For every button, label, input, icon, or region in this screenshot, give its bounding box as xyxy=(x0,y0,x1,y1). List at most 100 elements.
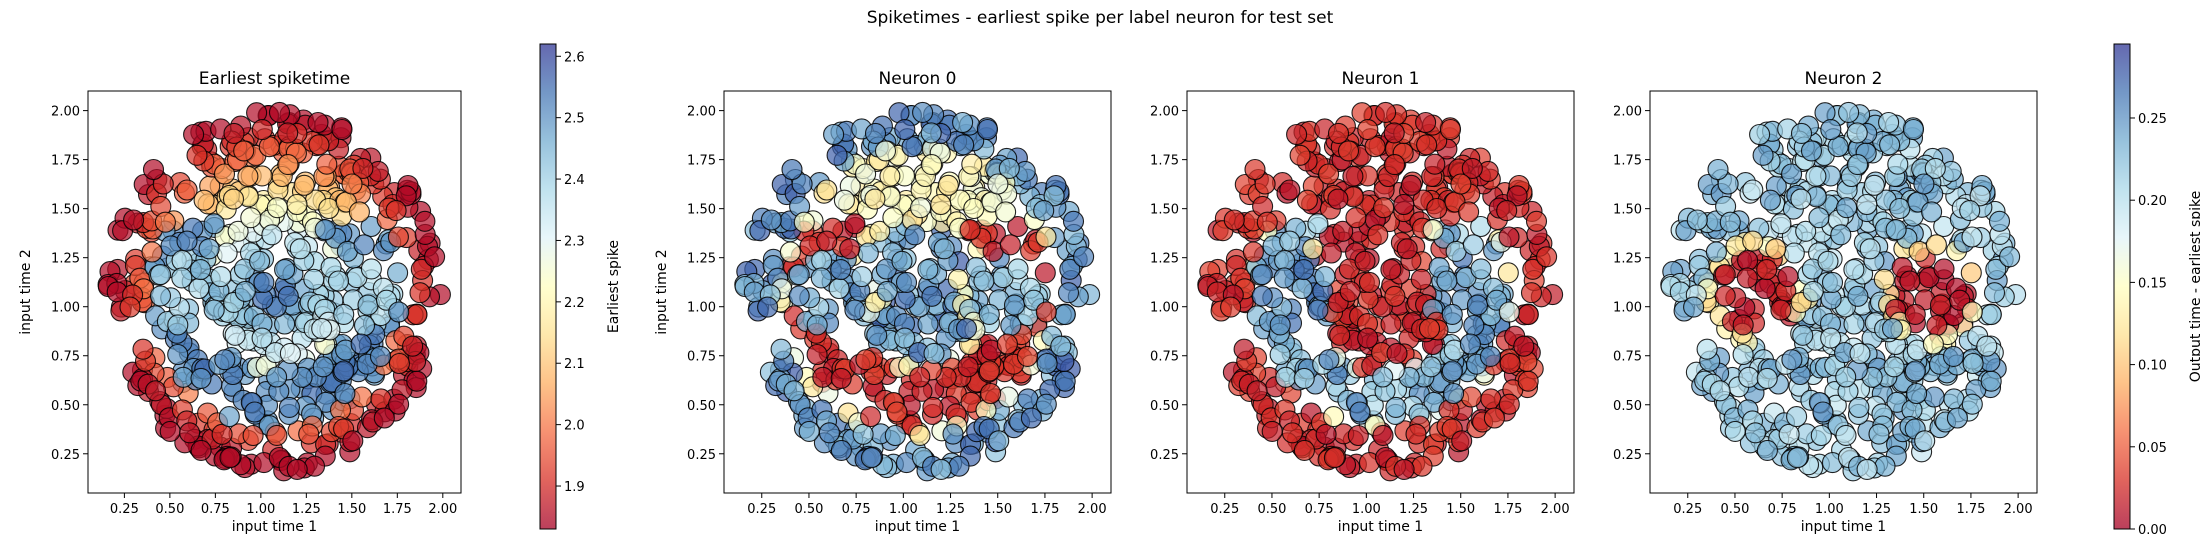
scatter-point xyxy=(1256,211,1278,233)
scatter-point xyxy=(1848,396,1870,418)
scatter-point xyxy=(1323,447,1345,469)
x-tick-label: 0.50 xyxy=(1720,502,1749,517)
scatter-point xyxy=(353,314,376,337)
scatter-point xyxy=(279,342,301,364)
scatter-point xyxy=(240,207,262,229)
scatter-point xyxy=(942,423,964,445)
scatter-point xyxy=(274,259,296,281)
scatter-point xyxy=(1384,285,1406,307)
scatter-point xyxy=(882,207,904,229)
scatter-point xyxy=(1709,380,1731,402)
scatter-point xyxy=(760,209,782,231)
y-tick-label: 1.00 xyxy=(51,301,80,316)
scatter-point xyxy=(1736,267,1758,289)
scatter-point xyxy=(410,258,432,280)
scatter-point xyxy=(1961,226,1983,248)
scatter-point xyxy=(132,338,154,360)
scatter-point xyxy=(1969,185,1991,207)
scatter-point xyxy=(1327,188,1349,210)
scatter-point xyxy=(1462,234,1484,256)
x-tick-label: 1.25 xyxy=(292,502,321,517)
scatter-point xyxy=(948,455,970,477)
colorbar-tick-label: 2.1 xyxy=(564,357,585,372)
scatter-point xyxy=(176,230,198,252)
scatter-point xyxy=(1926,314,1948,337)
scatter-point xyxy=(154,211,176,233)
axes-frame xyxy=(87,90,462,494)
scatter-point xyxy=(839,238,861,260)
scatter-point xyxy=(218,406,240,428)
figure-suptitle: Spiketimes - earliest spike per label ne… xyxy=(867,8,1334,28)
scatter-point xyxy=(779,241,801,263)
scatter-point xyxy=(159,420,181,442)
y-tick-label: 1.75 xyxy=(51,154,80,169)
scatter-point xyxy=(1879,134,1901,156)
scatter-point xyxy=(1059,258,1081,280)
panel-title: Neuron 1 xyxy=(1342,69,1420,89)
scatter-point xyxy=(1254,173,1276,195)
x-tick-label: 0.25 xyxy=(110,502,139,517)
scatter-point xyxy=(341,173,363,195)
colorbar-tick-label: 2.4 xyxy=(564,173,585,188)
scatter-point xyxy=(830,259,852,281)
scatter-point xyxy=(1696,338,1718,360)
scatter-point xyxy=(1749,123,1771,146)
y-tick-label: 1.50 xyxy=(687,203,716,218)
scatter-point xyxy=(190,439,212,461)
scatter-point xyxy=(167,314,189,336)
scatter-point xyxy=(904,224,926,246)
scatter-point xyxy=(1742,230,1764,252)
panel-2: 0.25 0.50 0.75 1.00 1.25 1.50 1.75 2.00 0.25 0.50… xyxy=(1150,69,1575,535)
scatter-point xyxy=(1517,304,1539,326)
scatter-point xyxy=(1732,343,1754,366)
scatter-point xyxy=(1496,200,1518,222)
scatter-point xyxy=(141,241,163,263)
scatter-point xyxy=(1385,396,1407,418)
scatter-point xyxy=(193,189,215,211)
scatter-point xyxy=(387,262,409,284)
scatter-point xyxy=(1233,338,1255,360)
y-tick-label: 1.50 xyxy=(51,203,80,218)
scatter-point xyxy=(930,193,952,216)
scatter-point xyxy=(961,153,983,175)
scatter-point xyxy=(894,119,916,141)
scatter-point xyxy=(1307,213,1329,235)
x-tick-label: 1.75 xyxy=(1956,502,1985,517)
scatter-point xyxy=(1985,258,2007,280)
scatter-point xyxy=(1375,101,1397,123)
scatter-point xyxy=(917,259,939,281)
scatter-point xyxy=(1050,335,1072,357)
scatter-point xyxy=(1724,420,1746,442)
scatter-point xyxy=(342,430,364,452)
scatter-point xyxy=(864,188,886,210)
panel-3: 0.25 0.50 0.75 1.00 1.25 1.50 1.75 2.00 0.25 0.50… xyxy=(1613,69,2038,535)
scatter-point xyxy=(1483,407,1505,429)
scatter-point xyxy=(1347,424,1369,447)
colorbar-1: 0.00 0.05 0.10 0.15 0.20 0.25 Output time - ea… xyxy=(2113,43,2200,538)
scatter-point xyxy=(1756,259,1778,281)
scatter-point xyxy=(152,173,174,195)
scatter-point xyxy=(286,458,308,480)
scatter-point xyxy=(1410,268,1432,290)
panel-title: Neuron 0 xyxy=(879,69,957,89)
scatter-point xyxy=(1714,264,1736,286)
scatter-point xyxy=(142,158,165,181)
scatter-point xyxy=(357,294,379,316)
scatter-point xyxy=(1790,188,1812,210)
scatter-point xyxy=(1923,386,1945,408)
scatter-point xyxy=(1420,356,1442,378)
scatter-point xyxy=(119,296,141,318)
x-tick-label: 1.75 xyxy=(383,502,412,517)
colorbar-frame xyxy=(539,43,557,530)
x-tick-label: 0.75 xyxy=(1305,502,1334,517)
scatter-point xyxy=(266,197,288,219)
scatter-point xyxy=(409,282,431,304)
scatter-point xyxy=(1802,280,1824,302)
scatter-point xyxy=(1269,343,1291,366)
y-tick-label: 0.25 xyxy=(51,448,80,463)
scatter-point xyxy=(1286,123,1308,146)
scatter-point xyxy=(1436,270,1458,292)
scatter-point xyxy=(1291,277,1313,300)
scatter-point xyxy=(266,424,288,446)
